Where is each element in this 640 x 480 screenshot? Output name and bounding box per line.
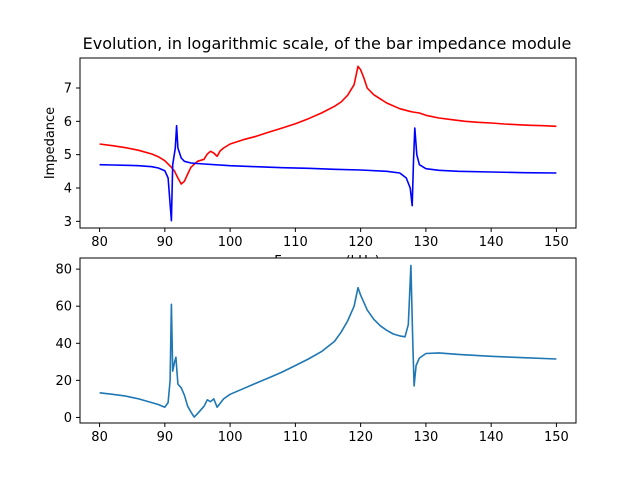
x-tick-label: 130 [413, 235, 438, 250]
y-tick-label: 60 [55, 300, 72, 315]
x-tick-label: 90 [157, 235, 174, 250]
y-tick-label: 0 [64, 411, 72, 426]
x-tick-label: 120 [348, 430, 373, 445]
x-tick-label: 80 [91, 235, 108, 250]
y-tick-label: 3 [64, 215, 72, 230]
y-tick-label: 4 [64, 182, 72, 197]
x-tick-label: 110 [283, 430, 308, 445]
x-tick-label: 130 [413, 430, 438, 445]
top-subplot-ticks: 80 90 100 110 120 130 140 150 3 4 5 6 7 [64, 82, 569, 251]
x-tick-label: 90 [157, 430, 174, 445]
x-tick-label: 80 [91, 430, 108, 445]
x-tick-label: 100 [218, 235, 243, 250]
chart-title: Evolution, in logarithmic scale, of the … [83, 34, 572, 53]
y-tick-label: 80 [55, 263, 72, 278]
y-tick-label: 7 [64, 82, 72, 97]
x-tick-label: 140 [479, 430, 504, 445]
x-tick-label: 140 [479, 235, 504, 250]
y-tick-label: 6 [64, 115, 72, 130]
axes-frame [79, 57, 577, 229]
series-line-1-0 [99, 264, 557, 418]
x-tick-label: 110 [283, 235, 308, 250]
y-tick-label: 20 [55, 374, 72, 389]
top-subplot [79, 57, 577, 229]
x-tick-label: 150 [544, 430, 569, 445]
x-tick-label: 100 [218, 430, 243, 445]
axes-frame [79, 257, 577, 424]
y-tick-label: 5 [64, 148, 72, 163]
y-tick-label: 40 [55, 337, 72, 352]
bottom-subplot [79, 257, 577, 424]
series-line-0-1 [99, 124, 557, 222]
bottom-subplot-background [80, 258, 576, 423]
x-tick-label: 150 [544, 235, 569, 250]
bottom-subplot-ticks: 80 90 100 110 120 130 140 150 0 20 40 60 80 [55, 263, 568, 445]
x-tick-label: 120 [348, 235, 373, 250]
series-line-0-0 [99, 65, 557, 185]
y-axis-label: Impedance [43, 107, 58, 179]
